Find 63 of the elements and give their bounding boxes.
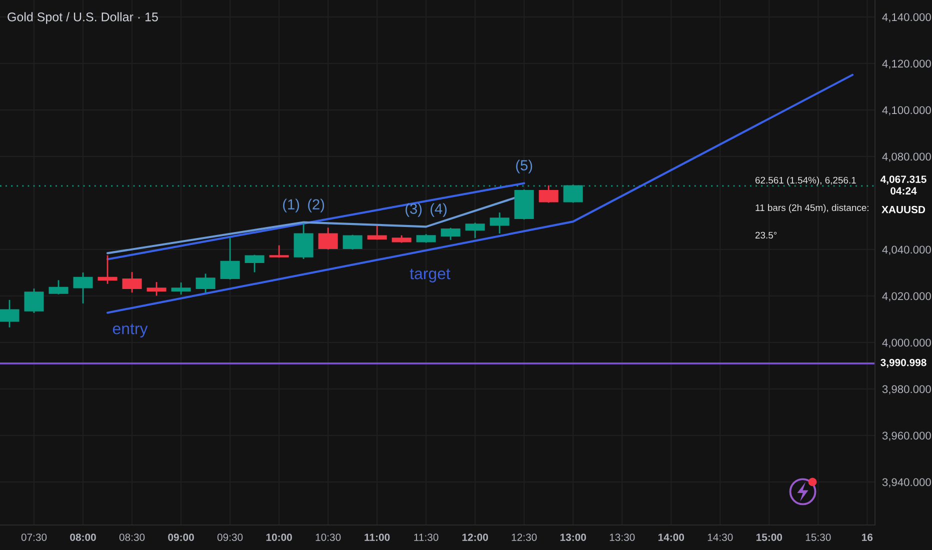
y-tick-label: 4,080.000 — [882, 152, 931, 162]
x-tick-label: 15:00 — [756, 534, 782, 541]
annotation: (4) — [430, 203, 447, 217]
ref-line-label: 4,067.315 04:24 — [880, 176, 926, 195]
line-series — [106, 196, 518, 254]
candlestick — [73, 272, 93, 304]
candlestick — [146, 282, 166, 296]
annotation: (3) — [406, 203, 422, 217]
x-tick-label: 09:00 — [168, 534, 194, 541]
candlestick — [48, 280, 68, 294]
x-tick-label: 11:30 — [414, 534, 438, 541]
annotation: 11 bars (2h 45m), distance: — [756, 204, 868, 213]
candlestick — [538, 185, 558, 203]
x-tick-label: 11:00 — [364, 534, 390, 541]
y-tick-label: 3,980.000 — [882, 385, 931, 394]
candlestick — [171, 282, 191, 295]
annotation: (2) — [308, 198, 324, 212]
x-tick-label: 10:30 — [316, 534, 341, 541]
text: XAUUSD — [882, 206, 926, 214]
x-tick-label: 09:30 — [217, 534, 243, 541]
annotation: (1) — [283, 198, 300, 212]
annotation: 23.5° — [755, 232, 777, 239]
x-tick-label: 12:00 — [462, 534, 488, 541]
candlestick — [0, 300, 20, 328]
candlestick — [196, 274, 216, 292]
x-tick-label: 12:30 — [512, 534, 537, 541]
x-tick-label: 14:30 — [708, 534, 733, 541]
x-tick-label: 14:00 — [658, 534, 684, 541]
candlestick — [440, 228, 460, 240]
x-tick-label: 16 — [862, 534, 873, 541]
x-tick-label: 10:00 — [266, 534, 292, 541]
annotation: entry — [112, 324, 148, 338]
candlestick — [367, 226, 387, 240]
y-tick-label: 4,040.000 — [882, 246, 931, 255]
candlestick — [122, 272, 142, 292]
candlestick — [98, 255, 118, 284]
y-tick-label: 4,100.000 — [882, 106, 931, 116]
text: Gold Spot / U.S. Dollar · 15 — [8, 12, 158, 24]
candlestick — [318, 228, 338, 250]
candlestick — [342, 234, 362, 250]
candlestick — [490, 212, 510, 234]
y-tick-label: 4,020.000 — [882, 292, 931, 302]
y-tick-label: 3,940.000 — [882, 478, 931, 488]
y-tick-label: 4,120.000 — [882, 60, 931, 69]
candlestick — [294, 223, 314, 260]
y-tick-label: 3,960.000 — [882, 432, 931, 441]
annotation: 62.561 (1.54%), 6,256.1 — [755, 176, 856, 186]
x-tick-label: 08:00 — [70, 534, 96, 541]
candlestick — [465, 222, 485, 238]
x-tick-label: 15:30 — [806, 534, 831, 541]
candlestick — [220, 238, 240, 280]
y-tick-label: 4,000.000 — [882, 338, 931, 348]
x-tick-label: 13:00 — [560, 534, 586, 541]
ref-line-label: 3,990.998 — [880, 358, 926, 368]
annotation: (5) — [516, 160, 532, 174]
x-tick-label: 07:30 — [21, 534, 47, 541]
candlestick — [244, 254, 264, 272]
candlestick — [269, 245, 289, 258]
candlestick — [24, 288, 44, 313]
annotation: target — [410, 268, 450, 282]
x-tick-label: 08:30 — [119, 534, 145, 541]
y-tick-label: 4,140.000 — [882, 13, 931, 22]
x-tick-label: 13:30 — [610, 534, 635, 541]
